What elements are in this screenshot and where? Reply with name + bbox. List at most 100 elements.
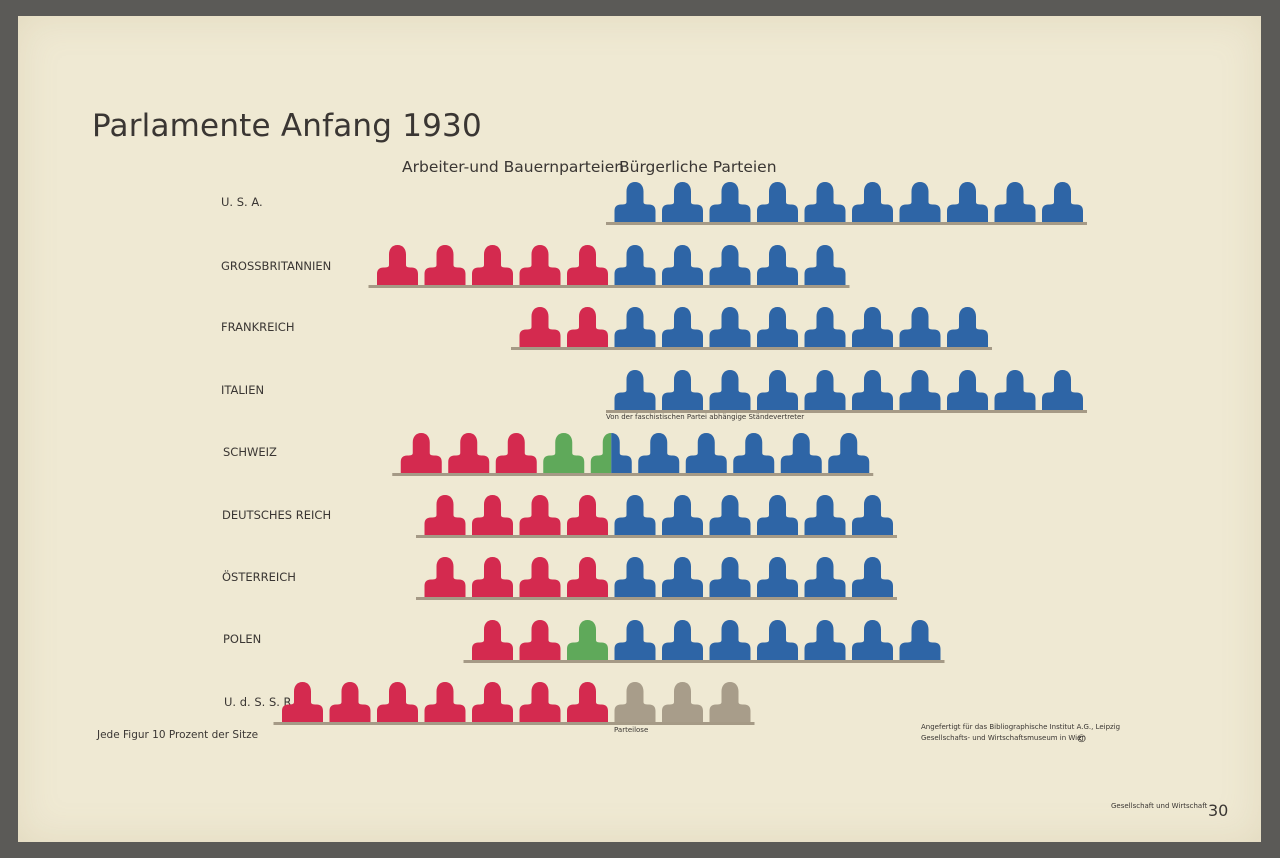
figure-arbeiter-und-bauernparteien (472, 682, 513, 722)
figure-bürgerliche-parteien (709, 370, 751, 410)
figure-bürgerliche-parteien (852, 370, 893, 410)
page-number: 30 (1208, 801, 1229, 820)
bench-line (273, 722, 755, 725)
figure-bürgerliche-parteien (662, 495, 703, 535)
figure-bürgerliche-parteien (804, 620, 846, 660)
figure-bürgerliche-parteien (994, 370, 1036, 410)
figure-bürgerliche-parteien (611, 433, 632, 473)
figure-arbeiter-und-bauernparteien (519, 557, 561, 597)
figure-bürgerliche-parteien (828, 433, 870, 473)
figure-bürgerliche-parteien (662, 370, 703, 410)
figure-arbeiter-und-bauernparteien (472, 620, 513, 660)
figure-bürgerliche-parteien (899, 307, 941, 347)
copyright-symbol: © (1076, 732, 1087, 745)
figure-arbeiter-und-bauernparteien (282, 682, 323, 722)
figure-bürgerliche-parteien (662, 182, 703, 222)
figure-arbeiter-und-bauernparteien (424, 682, 466, 722)
figure-bürgerliche-parteien (852, 557, 893, 597)
figure-arbeiter-und-bauernparteien (329, 682, 371, 722)
figure-parteilose (662, 682, 703, 722)
figure-arbeiter-und-bauernparteien (567, 682, 608, 722)
column-header-bourgeois: Bürgerliche Parteien (619, 158, 777, 176)
figure-bürgerliche-parteien (709, 557, 751, 597)
credit-block: Angefertigt für das Bibliographische Ins… (921, 722, 1120, 744)
figure-arbeiter-und-bauernparteien (519, 682, 561, 722)
figure-bürgerliche-parteien (614, 557, 656, 597)
figure-bürgerliche-parteien (757, 557, 798, 597)
figure-arbeiter-und-bauernparteien (377, 245, 418, 285)
bench-line (416, 535, 897, 538)
figure-bürgerliche-parteien (994, 182, 1036, 222)
figure-bürgerliche-parteien (709, 495, 751, 535)
figure-bürgerliche-parteien (614, 620, 656, 660)
figure-arbeiter-und-bauernparteien (377, 682, 418, 722)
bench-line (392, 473, 874, 476)
figure-arbeiter-und-bauernparteien (519, 307, 561, 347)
legend-note: Jede Figur 10 Prozent der Sitze (97, 729, 259, 741)
country-label-italien: ITALIEN (221, 383, 265, 397)
figure-arbeiter-und-bauernparteien (472, 557, 513, 597)
figure-bürgerliche-parteien (804, 495, 846, 535)
bench-line (606, 222, 1087, 225)
figure-arbeiter-und-bauernparteien (495, 433, 537, 473)
figure-bürgerliche-parteien (685, 433, 727, 473)
figure-bürgerliche-parteien (899, 620, 941, 660)
figure-bürgerliche-parteien (662, 307, 703, 347)
figure-bürgerliche-parteien (947, 370, 988, 410)
figure-bürgerliche-parteien (804, 182, 846, 222)
figure-bürgerliche-parteien (947, 307, 988, 347)
figure-bürgerliche-parteien (757, 182, 798, 222)
figure-bürgerliche-parteien (804, 370, 846, 410)
figure-arbeiter-und-bauernparteien (567, 495, 608, 535)
figure-bürgerliche-parteien (780, 433, 822, 473)
figure-bürgerliche-parteien (1042, 182, 1083, 222)
figure-bürgerliche-parteien (709, 620, 751, 660)
figure-grüne-parteien (567, 620, 608, 660)
page-title: Parlamente Anfang 1930 (92, 108, 482, 144)
country-label-oesterreich: ÖSTERREICH (222, 570, 296, 584)
figure-arbeiter-und-bauernparteien (424, 495, 466, 535)
figure-bürgerliche-parteien (757, 245, 798, 285)
bench-line (368, 285, 850, 288)
figure-bürgerliche-parteien (614, 245, 656, 285)
country-label-polen: POLEN (223, 632, 262, 646)
figure-bürgerliche-parteien (757, 495, 798, 535)
figure-bürgerliche-parteien (614, 495, 656, 535)
figure-bürgerliche-parteien (614, 307, 656, 347)
country-label-usa: U. S. A. (221, 195, 263, 209)
figure-arbeiter-und-bauernparteien (472, 245, 513, 285)
annotation-italy: Von der faschistischen Partei abhängige … (606, 413, 805, 421)
figure-grüne-parteien (590, 433, 612, 473)
credit-line-1: Angefertigt für das Bibliographische Ins… (921, 723, 1121, 731)
figure-bürgerliche-parteien (804, 307, 846, 347)
figure-bürgerliche-parteien (709, 245, 751, 285)
figure-arbeiter-und-bauernparteien (519, 495, 561, 535)
figure-bürgerliche-parteien (662, 557, 703, 597)
country-label-deutsches-reich: DEUTSCHES REICH (222, 508, 332, 522)
country-label-schweiz: SCHWEIZ (223, 445, 277, 459)
figure-grüne-parteien (543, 433, 585, 473)
figure-bürgerliche-parteien (947, 182, 988, 222)
figure-arbeiter-und-bauernparteien (472, 495, 513, 535)
figure-bürgerliche-parteien (614, 370, 656, 410)
bench-line (606, 410, 1087, 413)
figure-arbeiter-und-bauernparteien (567, 557, 608, 597)
figure-bürgerliche-parteien (852, 182, 893, 222)
figure-arbeiter-und-bauernparteien (400, 433, 442, 473)
figure-arbeiter-und-bauernparteien (567, 245, 608, 285)
figure-bürgerliche-parteien (757, 307, 798, 347)
figure-arbeiter-und-bauernparteien (448, 433, 490, 473)
bench-line (511, 347, 992, 350)
figure-bürgerliche-parteien (899, 182, 941, 222)
column-header-workers: Arbeiter-und Bauernparteien (402, 158, 625, 176)
figure-bürgerliche-parteien (757, 370, 798, 410)
figure-bürgerliche-parteien (638, 433, 680, 473)
figure-parteilose (709, 682, 751, 722)
figure-bürgerliche-parteien (733, 433, 775, 473)
figure-bürgerliche-parteien (709, 182, 751, 222)
credit-line-2: Gesellschafts- und Wirtschaftsmuseum in … (921, 734, 1086, 742)
bench-line (416, 597, 897, 600)
figure-bürgerliche-parteien (804, 557, 846, 597)
annotation-ussr: Parteilose (614, 726, 649, 734)
